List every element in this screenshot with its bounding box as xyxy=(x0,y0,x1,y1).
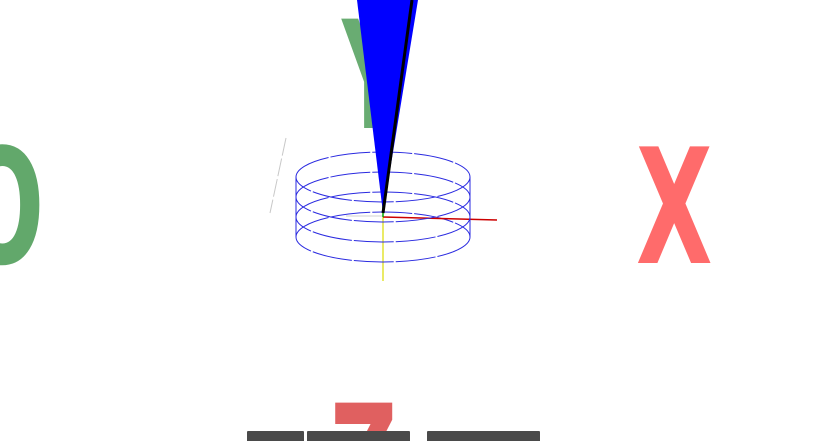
helix-ring-front xyxy=(295,236,471,263)
helix-ring-front xyxy=(295,216,471,243)
toolbar-button-2[interactable] xyxy=(307,431,410,441)
origin-label: O xyxy=(0,128,44,288)
x-axis-label: X xyxy=(636,114,713,301)
toolbar-button-1[interactable] xyxy=(247,431,304,441)
toolbar-button-3[interactable] xyxy=(427,431,540,441)
cone-shadow-edge xyxy=(381,0,414,214)
x-axis-line xyxy=(382,216,498,221)
helix-ring-front xyxy=(295,196,471,223)
helix-front-strands xyxy=(295,176,471,263)
cone-arrow[interactable] xyxy=(357,0,418,213)
dashed-guide-line xyxy=(269,137,287,214)
bottom-toolbar xyxy=(247,431,540,441)
